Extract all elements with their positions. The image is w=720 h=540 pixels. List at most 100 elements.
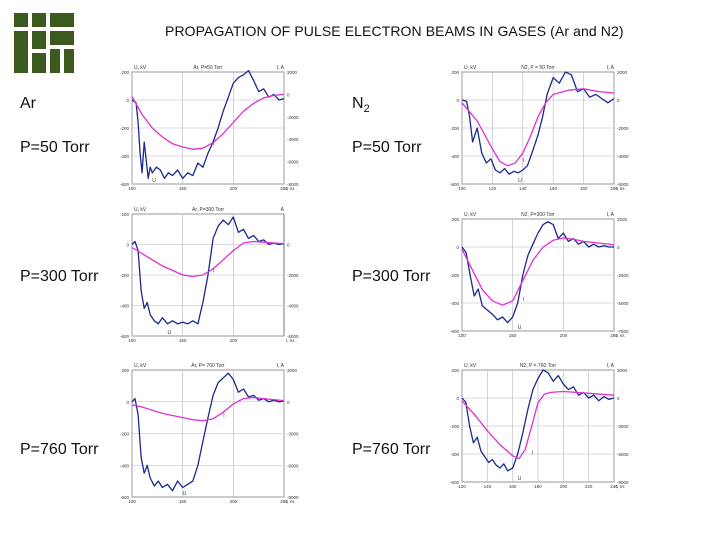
x-tick-label: 180: [534, 484, 542, 489]
y2-tick-label: -9000: [287, 495, 299, 500]
y2-tick-label: 3000: [287, 368, 298, 373]
y2-tick-label: -5000: [617, 301, 629, 306]
y-tick-label: -200: [120, 273, 130, 278]
x-tick-label: 250: [280, 186, 288, 191]
series-line-voltage: [131, 216, 285, 325]
y-tick-label: -400: [450, 301, 460, 306]
y2-tick-label: -8000: [287, 182, 299, 187]
y2-tick-label: -4000: [287, 304, 299, 309]
chart-title: Ar, P=50 Torr: [193, 65, 223, 71]
logo-block: [50, 49, 60, 73]
x-tick-label: 180: [580, 186, 588, 191]
y2-tick-label: -2000: [287, 115, 299, 120]
y-tick-label: 200: [121, 70, 129, 75]
y-tick-label: 0: [456, 396, 459, 401]
y-tick-label: 0: [126, 243, 129, 248]
y2-tick-label: -7500: [617, 329, 629, 334]
x-tick-label: 150: [179, 338, 187, 343]
series-annotation: U: [152, 178, 156, 184]
chart-title: Ar, P= 760 Torr: [191, 363, 225, 369]
x-tick-label: 100: [458, 333, 466, 338]
series-line-current: [461, 390, 615, 460]
logo-block: [32, 53, 46, 73]
y-axis-label: U, kV: [464, 212, 477, 218]
x-tick-label: 140: [484, 484, 492, 489]
y2-tick-label: -4000: [617, 154, 629, 159]
series-annotation: U: [183, 491, 187, 497]
y2-tick-label: 2500: [617, 217, 628, 222]
y2-tick-label: 0: [287, 400, 290, 405]
y-tick-label: 0: [126, 400, 129, 405]
y2-tick-label: -6000: [287, 334, 299, 339]
x-tick-label: 220: [585, 484, 593, 489]
pressure-label-ar-300: P=300 Torr: [20, 268, 99, 285]
y-tick-label: -400: [450, 452, 460, 457]
y-tick-label: -600: [450, 182, 460, 187]
y2-tick-label: 2000: [617, 70, 628, 75]
y-tick-label: -600: [120, 495, 130, 500]
gas-label-n2-sub: 2: [363, 103, 370, 116]
series-annotation: I: [523, 297, 524, 303]
x-tick-label: 150: [509, 333, 517, 338]
x-tick-label: 240: [610, 484, 618, 489]
x-tick-label: 160: [549, 186, 557, 191]
y-tick-label: -600: [120, 334, 130, 339]
x-tick-label: 140: [519, 186, 527, 191]
y-axis-label: U, kV: [464, 65, 477, 71]
y-tick-label: -400: [450, 154, 460, 159]
y-tick-label: -200: [450, 273, 460, 278]
x-tick-label: 200: [230, 186, 238, 191]
y-tick-label: 200: [451, 70, 459, 75]
y-tick-label: -200: [120, 126, 130, 131]
x-tick-label: 200: [560, 333, 568, 338]
series-annotation: I: [213, 269, 214, 275]
x-tick-label: 120: [458, 484, 466, 489]
logo-block: [14, 31, 28, 73]
pressure-label-ar-50: P=50 Torr: [20, 139, 90, 156]
y-tick-label: 200: [121, 368, 129, 373]
y-tick-label: -600: [450, 329, 460, 334]
y-tick-label: 0: [456, 98, 459, 103]
y-tick-label: 0: [456, 245, 459, 250]
pressure-label-ar-760: P=760 Torr: [20, 441, 99, 458]
series-line-voltage: [131, 69, 285, 180]
pressure-label-n2-50: P=50 Torr: [352, 139, 422, 156]
y2-tick-label: -6000: [287, 463, 299, 468]
logo-block: [32, 13, 46, 27]
y2-tick-label: 0: [617, 98, 620, 103]
logo-block: [50, 31, 74, 45]
x-tick-label: 160: [509, 484, 517, 489]
page-title: PROPAGATION OF PULSE ELECTRON BEAMS IN G…: [165, 23, 624, 39]
series-annotation: U: [167, 330, 171, 336]
y2-tick-label: -2500: [617, 273, 629, 278]
logo-block: [50, 13, 74, 27]
y-tick-label: -600: [450, 480, 460, 485]
logo-block: [14, 13, 28, 27]
y2-tick-label: -3000: [617, 424, 629, 429]
series-line-current: [131, 240, 285, 278]
x-tick-label: 200: [560, 484, 568, 489]
series-annotation: I: [523, 158, 524, 164]
x-tick-label: 250: [280, 499, 288, 504]
series-annotation: U: [518, 476, 522, 482]
series-line-voltage: [461, 221, 614, 324]
x-tick-label: 150: [179, 499, 187, 504]
series-annotation: U: [518, 178, 522, 184]
y2-tick-label: -9000: [617, 480, 629, 485]
y-tick-label: -400: [120, 304, 130, 309]
y2-tick-label: 0: [287, 92, 290, 97]
y-tick-label: -400: [120, 154, 130, 159]
pressure-label-n2-760: P=760 Torr: [352, 441, 431, 458]
y-tick-label: 200: [121, 212, 129, 217]
y-axis-label: U, kV: [134, 207, 147, 213]
y-tick-label: -400: [120, 463, 130, 468]
y2-tick-label: 0: [617, 396, 620, 401]
x-tick-label: 100: [128, 186, 136, 191]
y2-tick-label: 0: [617, 245, 620, 250]
y-tick-label: 200: [451, 217, 459, 222]
x-tick-label: 100: [128, 499, 136, 504]
y-tick-label: -200: [120, 432, 130, 437]
chart-title: N2, P=300 Torr: [521, 212, 555, 218]
y2-axis-label: I, A: [607, 65, 615, 71]
x-axis-label: t, ns: [616, 484, 625, 489]
